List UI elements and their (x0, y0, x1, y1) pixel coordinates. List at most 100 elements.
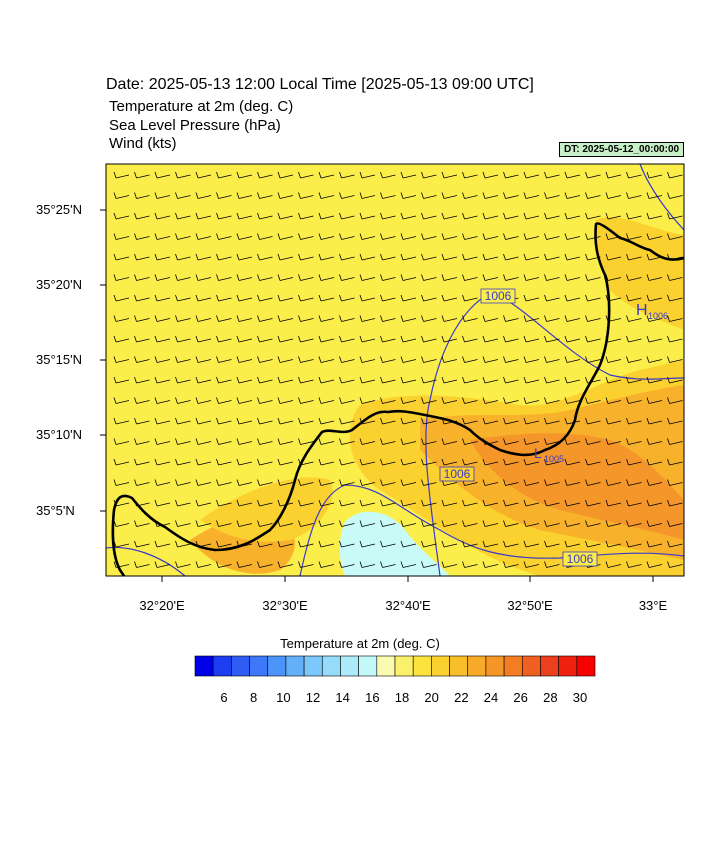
wind-barb (441, 274, 458, 281)
lon-label: 33°E (638, 598, 668, 613)
wind-barb (113, 458, 130, 466)
wind-barb (257, 499, 273, 507)
wind-barb (298, 376, 314, 384)
colorbar-swatch (194, 655, 214, 677)
wind-barb (195, 171, 212, 179)
wind-barb (339, 274, 355, 281)
wind-barb (318, 274, 335, 281)
wind-barb (216, 417, 232, 425)
wind-barb (339, 376, 355, 384)
wind-barb (380, 479, 396, 486)
wind-barb (585, 274, 601, 281)
wind-barb (236, 376, 253, 384)
wind-barb (544, 397, 560, 404)
wind-barb (154, 274, 171, 281)
wind-barb (298, 253, 314, 261)
wind-barb (195, 294, 212, 302)
wind-barb (646, 274, 663, 281)
wind-barb (195, 192, 212, 199)
wind-barb (216, 376, 232, 384)
wind-barb (462, 335, 478, 343)
wind-barb (113, 294, 130, 302)
wind-barb (154, 540, 171, 548)
isobar-label-3-box (562, 551, 598, 567)
wind-barb (318, 540, 335, 548)
wind-barb (154, 233, 171, 240)
wind-barb (564, 458, 581, 466)
wind-barb (298, 192, 314, 199)
wind-barb (564, 520, 581, 527)
wind-barb (195, 356, 212, 363)
wind-barb (257, 561, 273, 568)
wind-barb (339, 356, 355, 363)
wind-barb (175, 438, 191, 445)
wind-barb (523, 438, 540, 445)
wind-barb (585, 335, 601, 343)
wind-barb (441, 294, 458, 302)
colorbar-label: 16 (365, 690, 380, 705)
wind-barb (421, 253, 437, 261)
wind-barb (441, 376, 458, 384)
wind-barb (113, 335, 130, 343)
wind-barb (626, 397, 642, 404)
wind-barb (236, 520, 253, 527)
wind-barb (400, 561, 417, 568)
wind-barb (441, 438, 458, 445)
colorbar-label: 22 (454, 690, 469, 705)
wind-barb (339, 253, 355, 261)
wind-barb (216, 356, 232, 363)
wind-barb (154, 315, 171, 322)
wind-barb (380, 356, 396, 363)
wind-barb (318, 212, 335, 220)
wind-barb (339, 192, 355, 199)
wind-barb (400, 520, 417, 527)
wind-barb (462, 376, 478, 384)
wind-barb (380, 376, 396, 384)
wind-barb (523, 520, 540, 527)
wind-barb (195, 520, 212, 527)
isobar-label-1: 1006 (480, 288, 516, 304)
wind-barb (462, 171, 478, 179)
wind-barb (462, 192, 478, 199)
wind-barb (523, 417, 540, 425)
high-pressure-center: H 1006 (636, 302, 668, 321)
wind-barb (318, 233, 335, 240)
wind-barb (646, 520, 663, 527)
wind-barb (236, 294, 253, 302)
wind-barb (195, 376, 212, 384)
colorbar-label: 26 (513, 690, 528, 705)
wind-barb (216, 294, 232, 302)
wind-barb (646, 417, 663, 425)
field-pressure-label: Sea Level Pressure (hPa) (109, 117, 281, 134)
wind-barb (318, 499, 335, 507)
wind-barb (359, 397, 376, 404)
wind-barb (605, 376, 622, 384)
wind-barb (134, 417, 150, 425)
wind-barb (605, 520, 622, 527)
wind-barb (236, 356, 253, 363)
wind-barb (339, 315, 355, 322)
wind-barb (462, 212, 478, 220)
wind-barb (318, 479, 335, 486)
colorbar-swatch (231, 655, 250, 677)
wind-barb (523, 192, 540, 199)
wind-barb (134, 376, 150, 384)
wind-barb (503, 499, 519, 507)
wind-barb (482, 520, 499, 527)
wind-barb (544, 212, 560, 220)
wind-barb (503, 253, 519, 261)
wind-barb (113, 376, 130, 384)
wind-barb (339, 458, 355, 466)
wind-barb (503, 479, 519, 486)
wind-barb (257, 335, 273, 343)
colorbar-swatch (449, 655, 469, 677)
colorbar-swatch (267, 655, 287, 677)
wind-barb (298, 335, 314, 343)
colorbar-label: 10 (276, 690, 291, 705)
wind-barb (605, 499, 622, 507)
wind-barb (646, 315, 663, 322)
wind-barb (503, 438, 519, 445)
colorbar-label: 12 (305, 690, 321, 705)
wind-barb (667, 294, 683, 302)
wind-barb (544, 233, 560, 240)
